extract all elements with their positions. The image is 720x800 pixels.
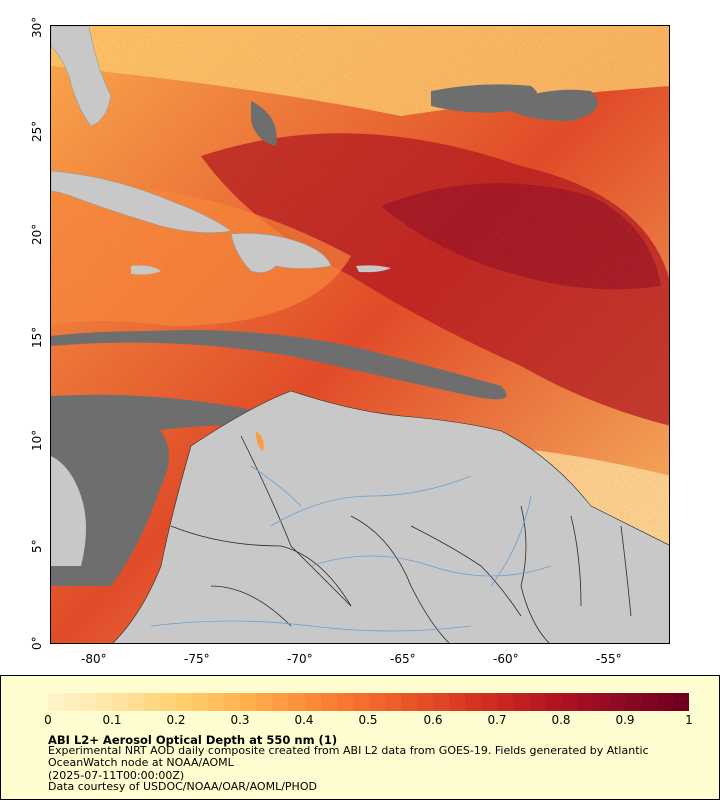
no-data-band-caribbean [51,330,507,400]
colorbar-segment [96,693,113,711]
colorbar-segment [512,693,529,711]
colorbar-tick: 0 [44,713,52,727]
legend-title: ABI L2+ Aerosol Optical Depth at 550 nm … [48,733,338,747]
colorbar-segment [192,693,209,711]
colorbar-tick: 0.7 [487,713,507,727]
colorbar-segment [577,693,594,711]
legend-timestamp: (2025-07-11T00:00:00Z) [48,769,185,782]
colorbar-tick: 0.1 [102,713,122,727]
land-florida [51,26,112,127]
colorbar-tick: 0.5 [358,713,378,727]
colorbar-segment [673,693,690,711]
lat-tick-label: 20° [30,223,44,245]
lake-maracaibo [256,431,264,451]
colorbar-segment [593,693,610,711]
colorbar-segment [496,693,513,711]
colorbar-segment [304,693,321,711]
colorbar-segment [208,693,225,711]
colorbar-segment [416,693,433,711]
colorbar-segment [352,693,369,711]
colorbar-segment [336,693,353,711]
colorbar-segment [400,693,417,711]
map-panel [50,25,670,644]
colorbar-segment [112,693,129,711]
colorbar-tick: 0.6 [423,713,443,727]
lat-tick-label: 30° [30,16,44,38]
land-cuba [51,170,232,233]
lon-tick-label: -80° [81,652,107,666]
colorbar-tick: 0.2 [166,713,186,727]
aod-map [51,26,669,643]
country-borders [170,435,632,643]
colorbar-segment [224,693,241,711]
colorbar-segment [80,693,97,711]
lon-tick-label: -70° [287,652,313,666]
legend-description: Experimental NRT AOD daily composite cre… [48,744,649,769]
no-data-north-patch [431,84,538,113]
colorbar-segment [240,693,257,711]
colorbar-segment [48,693,65,711]
colorbar-segment [432,693,449,711]
colorbar-segment [464,693,481,711]
land-puerto-rico [356,265,391,273]
land-jamaica [131,265,161,275]
colorbar-segment [176,693,193,711]
legend-panel: 0 0.1 0.2 0.3 0.4 0.5 0.6 0.7 0.8 0.9 1 … [0,675,720,800]
no-data-ne-patch [511,89,598,121]
lon-tick-label: -60° [493,652,519,666]
colorbar-tick: 1 [685,713,693,727]
colorbar-segment [320,693,337,711]
colorbar-segment [384,693,401,711]
colorbar-tick: 0.4 [294,713,314,727]
colorbar-segment [128,693,145,711]
lat-tick-label: 25° [30,120,44,142]
colorbar-segment [641,693,658,711]
lat-tick-label: 5° [30,539,44,553]
land-south-america [112,390,669,643]
colorbar-segment [272,693,289,711]
lon-tick-label: -55° [596,652,622,666]
colorbar-segment [561,693,578,711]
colorbar-segment [609,693,626,711]
lat-tick-label: 15° [30,326,44,348]
colorbar-segment [160,693,177,711]
lon-tick-label: -65° [390,652,416,666]
colorbar-segment [480,693,497,711]
lat-tick-label: 10° [30,429,44,451]
legend-credit: Data courtesy of USDOC/NOAA/OAR/AOML/PHO… [48,780,317,793]
colorbar-tick: 0.9 [615,713,635,727]
colorbar-segment [368,693,385,711]
lat-tick-label: 0° [30,636,44,650]
land-hispaniola [230,233,332,273]
colorbar-segment [544,693,561,711]
colorbar-segment [64,693,81,711]
colorbar-segment [657,693,674,711]
colorbar-segment [528,693,545,711]
colorbar-segment [625,693,642,711]
land-central-america [51,456,86,566]
lon-tick-label: -75° [184,652,210,666]
colorbar-segment [288,693,305,711]
rivers [150,465,552,632]
colorbar-segment [256,693,273,711]
no-data-bahamas-patch [251,101,277,146]
colorbar [48,693,690,711]
colorbar-segment [144,693,161,711]
colorbar-tick: 0.8 [551,713,571,727]
colorbar-tick: 0.3 [230,713,250,727]
colorbar-segment [448,693,465,711]
